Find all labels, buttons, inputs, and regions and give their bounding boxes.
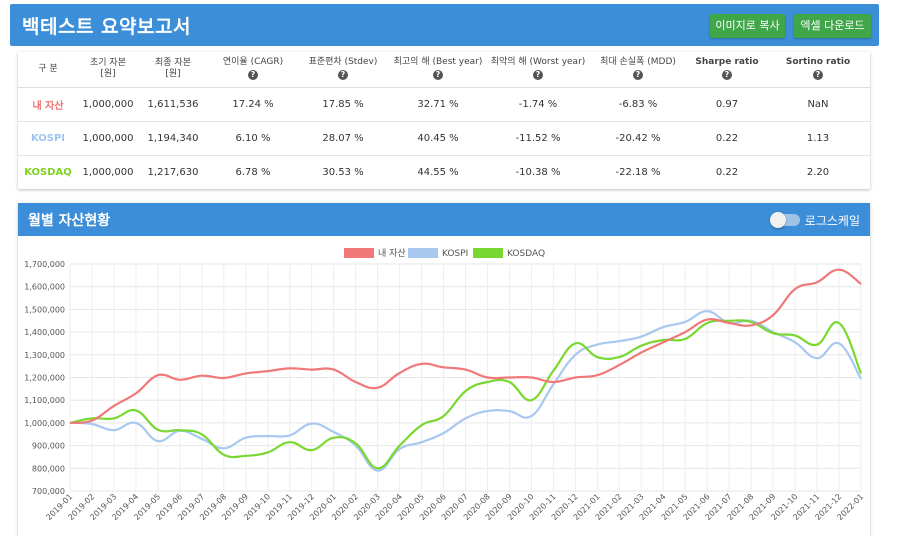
row-label: KOSDAQ: [24, 166, 72, 178]
help-icon[interactable]: ?: [248, 70, 258, 81]
copy-image-button[interactable]: 이미지로 복사: [710, 14, 785, 38]
table-cell: 6.78 %: [235, 166, 271, 178]
table-cell: -22.18 %: [615, 166, 661, 178]
help-icon[interactable]: ?: [433, 70, 443, 81]
report-title: 백테스트 요약보고서: [22, 15, 191, 38]
table-row: KOSDAQ 1,000,000 1,217,630 6.78 % 30.53 % 44.…: [18, 155, 870, 189]
table-cell: 1,000,000: [82, 166, 134, 178]
column-header-unit: [원]: [165, 69, 181, 80]
column-header-label: 최종 자본: [155, 58, 191, 69]
legend-swatch: [408, 248, 438, 258]
y-tick-label: 1,400,000: [24, 328, 65, 337]
legend-swatch: [344, 248, 374, 258]
table-cell: 1,000,000: [78, 121, 138, 156]
column-header: 표준편차 (Stdev)?: [298, 52, 388, 88]
help-icon[interactable]: ?: [533, 70, 543, 81]
column-header-label: Sharpe ratio: [695, 57, 759, 68]
monthly-asset-chart: 700,000 800,000 900,000 1,000,000 1,100,000 1…: [24, 248, 865, 522]
y-tick-label: 900,000: [32, 442, 65, 451]
y-tick-label: 1,300,000: [24, 351, 65, 360]
report-header: 백테스트 요약보고서 이미지로 복사 엑셀 다운로드: [10, 4, 879, 46]
table-cell: 1,217,630: [147, 166, 199, 178]
table-cell: -10.38 %: [515, 166, 561, 178]
table-cell: 1,000,000: [78, 87, 138, 122]
column-header-label: 최대 손실폭 (MDD): [600, 57, 676, 68]
toggle-knob: [770, 212, 786, 228]
table-cell: 1.13: [766, 121, 870, 156]
column-header: Sortino ratio?: [766, 52, 870, 88]
table-cell: 17.85 %: [298, 87, 388, 122]
table-cell: -6.83 %: [588, 87, 688, 122]
column-header-label: 최악의 해 (Worst year): [490, 57, 586, 68]
y-tick-label: 700,000: [32, 487, 65, 496]
table-cell: -11.52 %: [488, 121, 588, 156]
table-cell: 28.07 %: [298, 121, 388, 156]
legend-label: KOSDAQ: [507, 249, 545, 259]
table-row: KOSPI 1,000,000 1,194,340 6.10 % 28.07 % 40.4…: [18, 121, 870, 156]
series-line: [69, 268, 862, 424]
series-line: [69, 319, 863, 470]
table-cell: 6.10 %: [208, 121, 298, 156]
table-cell: 44.55 %: [417, 166, 459, 178]
chart-card: 700,000 800,000 900,000 1,000,000 1,100,000 1…: [18, 203, 870, 536]
table-cell: 32.71 %: [388, 87, 488, 122]
log-scale-label: 로그스케일: [804, 214, 860, 228]
legend-label: KOSPI: [442, 249, 468, 259]
table-cell: 0.22: [715, 166, 739, 178]
table-cell: 2.20: [806, 166, 830, 178]
excel-download-button[interactable]: 엑셀 다운로드: [794, 14, 871, 38]
table-row: 내 자산 1,000,000 1,611,536 17.24 % 17.85 % 32.7…: [18, 87, 870, 122]
y-tick-label: 1,700,000: [24, 260, 65, 269]
column-header: 연이율 (CAGR)?: [208, 52, 298, 88]
row-label: 내 자산: [18, 87, 78, 122]
y-tick-label: 1,100,000: [24, 396, 65, 405]
legend-label: 내 자산: [378, 248, 406, 259]
column-header-label: 최고의 해 (Best year): [393, 57, 483, 68]
column-header-unit: [원]: [100, 69, 116, 80]
summary-table-card: 구 분 초기 자본 [원] 최종 자본 [원] 연이율 (CAGR)? 표준편차 (Stde…: [18, 52, 870, 189]
log-scale-toggle[interactable]: [770, 212, 800, 228]
table-cell: 1,611,536: [138, 87, 208, 122]
chart-title: 월별 자산현황: [28, 212, 111, 229]
help-icon[interactable]: ?: [338, 70, 348, 81]
table-cell: 30.53 %: [322, 166, 364, 178]
table-header-row: 구 분 초기 자본 [원] 최종 자본 [원] 연이율 (CAGR)? 표준편차 (Stde…: [18, 52, 870, 88]
table-cell: -1.74 %: [488, 87, 588, 122]
column-header-label: 표준편차 (Stdev): [308, 57, 378, 68]
y-tick-label: 1,600,000: [24, 283, 65, 292]
summary-table: 구 분 초기 자본 [원] 최종 자본 [원] 연이율 (CAGR)? 표준편차 (Stde…: [18, 52, 870, 189]
column-header-label: Sortino ratio: [785, 57, 851, 68]
column-header: 최고의 해 (Best year)?: [388, 52, 488, 88]
table-cell: 0.97: [688, 87, 766, 122]
table-cell: 1,194,340: [138, 121, 208, 156]
column-header: 최대 손실폭 (MDD)?: [588, 52, 688, 88]
column-header: Sharpe ratio?: [688, 52, 766, 88]
table-cell: 40.45 %: [388, 121, 488, 156]
column-header-label: 구 분: [38, 63, 58, 74]
y-tick-label: 1,200,000: [24, 374, 65, 383]
column-header-label: 초기 자본: [90, 58, 126, 69]
table-cell: 17.24 %: [208, 87, 298, 122]
help-icon[interactable]: ?: [813, 70, 823, 81]
column-header: 초기 자본 [원]: [78, 52, 138, 88]
y-tick-label: 1,000,000: [24, 419, 65, 428]
y-tick-label: 1,500,000: [24, 305, 65, 314]
table-cell: -20.42 %: [588, 121, 688, 156]
help-icon[interactable]: ?: [633, 70, 643, 81]
chart-header: 월별 자산현황 로그스케일: [18, 203, 870, 236]
help-icon[interactable]: ?: [722, 70, 732, 81]
table-cell: 0.22: [688, 121, 766, 156]
column-header-label: 연이율 (CAGR): [222, 57, 284, 68]
column-header: 구 분: [18, 52, 78, 88]
row-label: KOSPI: [18, 121, 78, 156]
column-header: 최종 자본 [원]: [138, 52, 208, 88]
table-cell: NaN: [766, 87, 870, 122]
y-tick-label: 800,000: [32, 464, 65, 473]
column-header: 최악의 해 (Worst year)?: [488, 52, 588, 88]
legend-swatch: [473, 248, 503, 258]
